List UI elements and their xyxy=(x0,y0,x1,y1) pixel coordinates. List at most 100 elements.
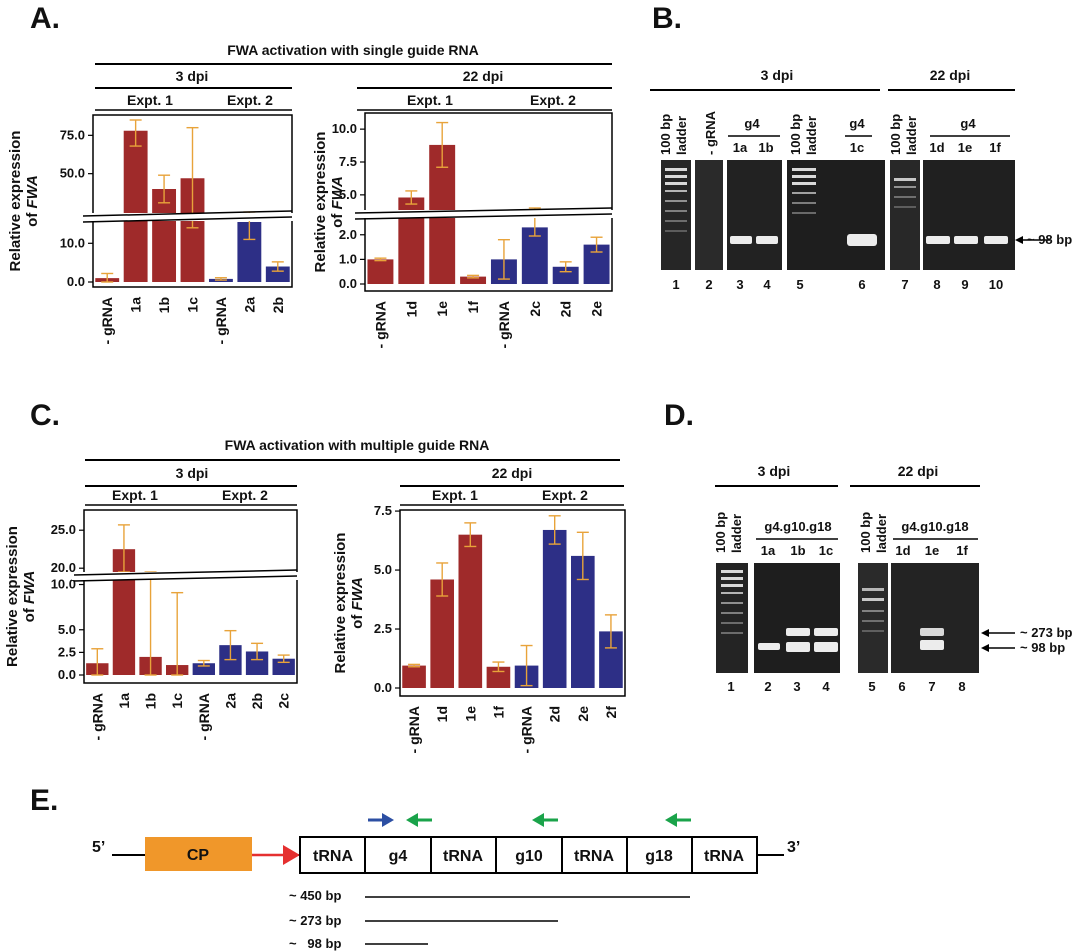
b-neg-label: - gRNA xyxy=(703,110,718,155)
panel-a-right-expt1: Expt. 1 xyxy=(407,92,453,108)
panel-a-left-time: 3 dpi xyxy=(176,68,209,84)
b-ladder-bands xyxy=(665,168,916,232)
y-tick-label-C2-2: 5.0 xyxy=(374,562,392,577)
d-band-arrowhead-1 xyxy=(981,629,989,637)
chart-a-3dpi: - gRNA 1a 1b 1c - gRNA 2a 2b 0.0 10.0 50.0 75.0 Rel… xyxy=(7,114,294,344)
d-lane-numbers: 1 2 3 4 5 6 7 8 xyxy=(727,679,965,694)
bar-C1-4 xyxy=(192,663,215,675)
x-tick-label-C2-7: 2f xyxy=(603,706,619,719)
trna-array-labels: tRNA g4 tRNA g10 tRNA g18 tRNA xyxy=(313,848,744,865)
x-tick-label-C1-2: 1b xyxy=(143,693,159,709)
d-sub-1f: 1f xyxy=(956,543,968,558)
b-sub-1a: 1a xyxy=(733,140,748,155)
panel-letter-c: C. xyxy=(30,399,60,432)
b-gel-lane-1 xyxy=(661,160,691,270)
d-band-label-1: ~ 273 bp xyxy=(1020,625,1072,640)
y-tick-label-A2-0: 0.0 xyxy=(339,276,357,291)
y-axis-label-A2: Relative expression xyxy=(312,132,329,273)
y-tick-label-A1-0: 0.0 xyxy=(67,274,85,289)
y-tick-label-A2-1: 1.0 xyxy=(339,251,357,266)
bar-C2-7 xyxy=(599,631,623,688)
bar-A2-6 xyxy=(552,266,579,284)
box-g4: g4 xyxy=(389,848,408,865)
svg-text:1: 1 xyxy=(672,277,679,292)
chart-c-3dpi: - gRNA 1a 1b 1c - gRNA 2a 2b 2c 0.0 2.5 5.0 10.0 20.… xyxy=(4,509,299,740)
d-ladder-label-1b: ladder xyxy=(729,514,744,553)
d-ladder-label-2: 100 bp xyxy=(858,512,873,553)
cp-label: CP xyxy=(187,847,210,864)
x-tick-label-C2-4: - gRNA xyxy=(519,706,535,753)
bar-C2-2 xyxy=(458,534,483,688)
x-tick-label-C2-1: 1d xyxy=(434,706,450,722)
x-tick-label-A1-1: 1a xyxy=(128,297,144,313)
x-tick-label-A1-0: - gRNA xyxy=(99,297,115,344)
panel-c-left-expt1: Expt. 1 xyxy=(112,487,158,503)
svg-text:5: 5 xyxy=(868,679,875,694)
panel-a-right-time: 22 dpi xyxy=(463,68,503,84)
b-gel-lane-7 xyxy=(890,160,920,270)
y-tick-label-A1-2: 50.0 xyxy=(60,166,85,181)
d-sub-1e: 1e xyxy=(925,543,939,558)
axis-break-slash-bottom-A1 xyxy=(82,216,293,223)
box-trna-1: tRNA xyxy=(313,848,353,865)
svg-text:6: 6 xyxy=(858,277,865,292)
plot-frame xyxy=(399,509,626,697)
x-tick-label-A2-5: 2c xyxy=(527,301,543,317)
axis-break-slash-bottom-A2 xyxy=(354,213,613,220)
chart-c-22dpi: - gRNA 1d 1e 1f - gRNA 2d 2e 2f 0.0 2.5 5.0 7.5 Rela… xyxy=(332,503,626,753)
primer-g4-reverse-arrow-icon xyxy=(406,813,418,827)
panel-letter-d: D. xyxy=(664,399,694,432)
panel-d-left-time: 3 dpi xyxy=(758,463,791,479)
y-tick-label-A2-5: 10.0 xyxy=(332,121,357,136)
amplicon-450-label: ~ 450 bp xyxy=(289,888,341,903)
b-gel-lanes-8-10 xyxy=(923,160,1015,270)
plot-frame xyxy=(364,112,613,292)
y-tick-label-A2-4: 7.5 xyxy=(339,154,357,169)
b-ladder-label-2b: ladder xyxy=(804,116,819,155)
y-tick-label-C1-3: 10.0 xyxy=(51,577,76,592)
primer-g18-reverse-arrow-icon xyxy=(665,813,677,827)
y-tick-label-C1-0: 0.0 xyxy=(58,667,76,682)
primer-g10-reverse-arrow-icon xyxy=(532,813,544,827)
x-tick-label-C1-4: - gRNA xyxy=(196,693,212,740)
b-sub-1c: 1c xyxy=(850,140,864,155)
svg-text:8: 8 xyxy=(933,277,940,292)
bar-C2-6 xyxy=(571,555,595,688)
b-sub-1f: 1f xyxy=(989,140,1001,155)
y-tick-label-C1-5: 25.0 xyxy=(51,522,76,537)
svg-text:2: 2 xyxy=(705,277,712,292)
box-g18: g18 xyxy=(645,848,673,865)
axis-break-slash-top-A2 xyxy=(354,207,613,214)
y-tick-label-C2-3: 7.5 xyxy=(374,503,392,518)
x-tick-label-C1-3: 1c xyxy=(169,693,185,709)
three-prime-label: 3’ xyxy=(787,839,800,856)
x-tick-label-A1-6: 2b xyxy=(270,297,286,313)
svg-text:10: 10 xyxy=(989,277,1003,292)
x-tick-label-C2-2: 1e xyxy=(462,706,478,722)
panel-d-right-time: 22 dpi xyxy=(898,463,938,479)
svg-text:3: 3 xyxy=(736,277,743,292)
svg-text:5: 5 xyxy=(796,277,803,292)
d-gel-lane-1 xyxy=(716,563,748,673)
y-tick-label-A2-3: 5.0 xyxy=(339,187,357,202)
d-ladder-label-1: 100 bp xyxy=(713,512,728,553)
box-trna-4: tRNA xyxy=(704,848,744,865)
y-axis-label-2-C2: of FWA xyxy=(349,577,366,629)
five-prime-label: 5’ xyxy=(92,839,105,856)
svg-text:7: 7 xyxy=(928,679,935,694)
d-band-arrowhead-2 xyxy=(981,644,989,652)
b-band-arrowhead xyxy=(1015,236,1023,244)
svg-text:9: 9 xyxy=(961,277,968,292)
cp-box xyxy=(145,837,252,871)
panel-d-gel: 3 dpi 22 dpi 100 bp ladder 100 bp ladder… xyxy=(713,463,1072,694)
x-tick-label-A2-4: - gRNA xyxy=(496,301,512,348)
b-guide-g4-right: g4 xyxy=(960,116,976,131)
amplicon-98-label: ~ 98 bp xyxy=(289,936,341,951)
bar-A2-3 xyxy=(460,276,487,284)
panel-c-right-expt1: Expt. 1 xyxy=(432,487,478,503)
b-sub-1b: 1b xyxy=(758,140,773,155)
b-sub-1e: 1e xyxy=(958,140,972,155)
d-guide-right: g4.g10.g18 xyxy=(901,519,968,534)
y-tick-label-C2-0: 0.0 xyxy=(374,680,392,695)
svg-text:2: 2 xyxy=(764,679,771,694)
